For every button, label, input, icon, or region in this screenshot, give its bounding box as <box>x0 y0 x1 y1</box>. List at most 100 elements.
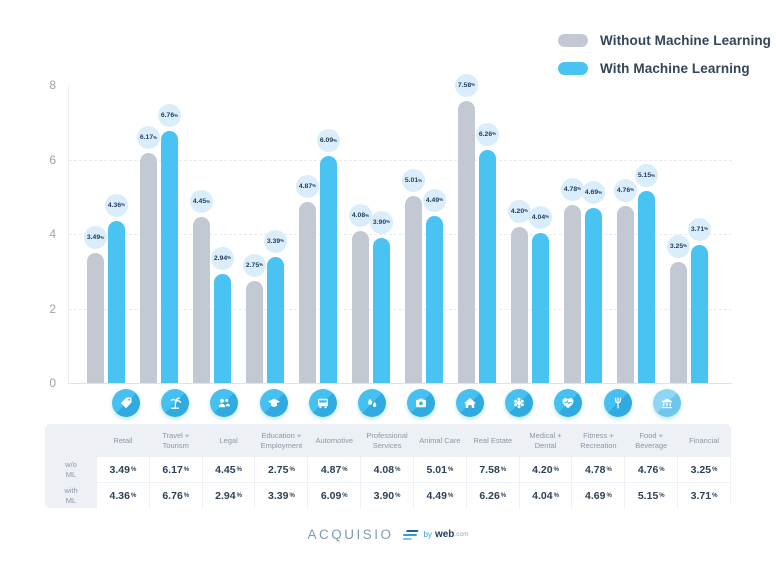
web-suffix-label: .com <box>454 531 469 538</box>
value-bubble: 5.01% <box>402 169 425 193</box>
table-value: 4.45% <box>202 457 255 482</box>
table-value: 6.76% <box>149 483 202 508</box>
legend-label-with-ml: With Machine Learning <box>600 61 750 76</box>
row-label: w/o ML <box>65 460 77 479</box>
data-table: Retail Travel + Tourism Legal Education + E… <box>46 425 730 508</box>
bar-group-automotive: 4.87% 6.09% <box>296 85 340 383</box>
table-value: 7.58% <box>466 457 519 482</box>
value-bubble: 3.39% <box>264 229 287 253</box>
bar-with-ml <box>161 131 178 383</box>
table-value: 4.78% <box>572 457 625 482</box>
acquisio-logo-icon <box>400 529 419 540</box>
column-header: Medical + Dental <box>529 430 562 450</box>
travel-tourism-icon <box>161 389 190 417</box>
bar-without-ml <box>352 231 369 383</box>
bar-without-ml <box>246 280 263 383</box>
table-value: 6.09% <box>308 483 361 508</box>
y-tick-label: 2 <box>49 301 56 316</box>
bar-group-professional-services: 4.08% 3.90% <box>349 85 393 383</box>
legend-item-with-ml: With Machine Learning <box>558 61 771 76</box>
food-beverage-icon <box>603 389 632 417</box>
web-brand-label: web <box>434 529 455 540</box>
table-value: 3.49% <box>97 457 149 482</box>
bar-without-ml <box>193 217 210 383</box>
retail-icon <box>112 389 141 417</box>
automotive-icon <box>308 389 337 417</box>
bar-with-ml <box>479 149 496 383</box>
column-header: Food + Beverage <box>635 430 668 450</box>
value-bubble: 3.90% <box>370 210 393 234</box>
table-value: 4.69% <box>572 483 625 508</box>
bar-without-ml <box>87 253 104 383</box>
column-header: Legal <box>219 435 238 445</box>
value-bubble: 6.76% <box>158 104 181 128</box>
value-bubble: 2.75% <box>243 253 266 277</box>
legend-item-without-ml: Without Machine Learning <box>558 33 771 48</box>
table-value: 4.36% <box>97 483 149 508</box>
column-header: Automotive <box>315 435 353 445</box>
bar-group-medical-dental: 4.20% 4.04% <box>508 85 552 383</box>
table-value: 3.90% <box>361 483 413 508</box>
bar-without-ml <box>140 153 157 383</box>
bar-with-ml <box>373 237 390 383</box>
bar-with-ml <box>320 156 337 383</box>
table-value: 2.75% <box>255 457 308 482</box>
y-tick-label: 4 <box>49 227 56 241</box>
real-estate-icon <box>456 389 485 417</box>
table-value: 2.94% <box>202 483 255 508</box>
bar-with-ml <box>585 208 602 383</box>
bar-with-ml <box>638 191 655 383</box>
value-bubble: 4.36% <box>105 193 128 217</box>
gridline <box>69 308 732 310</box>
value-bubble: 6.26% <box>476 122 499 146</box>
value-bubble: 6.09% <box>317 129 340 153</box>
table-value: 3.39% <box>255 483 308 508</box>
y-tick-label: 8 <box>49 78 56 92</box>
bar-group-travel-tourism: 6.17% 6.76% <box>137 85 181 383</box>
value-bubble: 4.45% <box>190 190 213 214</box>
bar-group-legal: 4.45% 2.94% <box>190 85 234 383</box>
table-value: 5.01% <box>413 457 466 482</box>
column-header: Financial <box>689 435 720 445</box>
bar-group-fitness-recreation: 4.78% 4.69% <box>561 85 605 383</box>
value-bubble: 4.49% <box>423 188 446 212</box>
value-bubble: 4.20% <box>508 199 531 223</box>
professional-services-icon <box>357 389 386 417</box>
y-tick-label: 6 <box>49 152 56 167</box>
bar-group-education-employment: 2.75% 3.39% <box>243 85 287 383</box>
bar-group-real-estate: 7.58% 6.26% <box>455 73 499 383</box>
animal-care-icon <box>406 389 435 417</box>
category-icons-row <box>68 389 731 417</box>
value-bubble: 2.94% <box>211 246 234 270</box>
table-value: 4.08% <box>361 457 413 482</box>
table-value: 4.20% <box>519 457 572 482</box>
legend-label-without-ml: Without Machine Learning <box>600 33 772 48</box>
column-header: Animal Care <box>419 435 461 445</box>
acquisio-logo-text: ACQUISIO <box>307 527 394 542</box>
column-header: Real Estate <box>473 435 513 445</box>
bar-with-ml <box>426 215 443 383</box>
fitness-recreation-icon <box>554 389 583 417</box>
plot-area: 3.49% 4.36% 6.17% 6.76% 4.45% 2.94% 2.75% 3.39%… <box>68 73 732 384</box>
bar-with-ml <box>214 273 231 383</box>
value-bubble: 7.58% <box>455 73 478 97</box>
value-bubble: 5.15% <box>635 164 658 188</box>
bar-without-ml <box>564 204 581 383</box>
row-label: with ML <box>64 486 78 505</box>
bar-without-ml <box>299 201 316 383</box>
bar-with-ml <box>108 220 125 383</box>
value-bubble: 4.76% <box>614 178 637 202</box>
table-corner <box>46 425 96 456</box>
table-value: 4.87% <box>308 457 361 482</box>
column-header: Fitness + Recreation <box>580 430 617 450</box>
column-header: Professional Services <box>366 430 408 450</box>
table-value: 3.71% <box>678 483 730 508</box>
legal-icon <box>210 389 239 417</box>
table-value: 6.26% <box>466 483 519 508</box>
gridline <box>69 234 732 235</box>
bar-with-ml <box>532 232 549 383</box>
legend-swatch-blue <box>558 62 588 75</box>
legend-swatch-gray <box>558 34 588 47</box>
value-bubble: 4.69% <box>582 181 605 205</box>
bar-with-ml <box>691 244 708 383</box>
